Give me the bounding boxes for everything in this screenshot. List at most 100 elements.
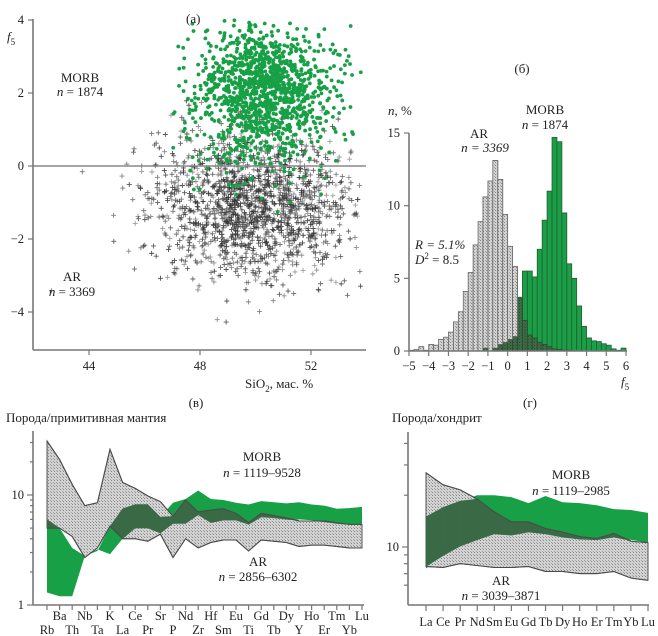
ar-point	[191, 227, 197, 233]
ar-point	[228, 178, 234, 184]
ar-point	[276, 264, 282, 270]
ar-point	[290, 262, 296, 268]
morb-point	[212, 96, 217, 101]
morb-point	[277, 125, 282, 130]
ar-point	[279, 179, 285, 185]
ar-point	[221, 243, 227, 249]
ar-point	[316, 194, 322, 200]
ar-point	[199, 211, 205, 217]
ar-point	[299, 252, 305, 258]
ar-point	[318, 171, 324, 177]
ar-point	[303, 143, 309, 149]
ar-point	[274, 171, 280, 177]
ar-point	[258, 200, 264, 206]
ar-point	[311, 230, 317, 236]
ar-point	[311, 184, 317, 190]
ar-point	[221, 185, 227, 191]
morb-point	[206, 41, 211, 46]
ar-point	[263, 232, 269, 238]
morb-point	[231, 40, 236, 45]
morb-point	[283, 146, 288, 151]
ar-point	[280, 196, 286, 202]
ar-point	[222, 192, 228, 198]
ar-point	[284, 221, 290, 227]
ar-point	[258, 243, 264, 249]
ar-point	[277, 167, 283, 173]
ar-point	[126, 182, 132, 188]
ar-point	[208, 198, 214, 204]
ar-point	[229, 255, 235, 261]
morb-bar	[605, 344, 612, 352]
ar-point	[202, 189, 208, 195]
morb-point	[190, 21, 195, 26]
morb-point	[247, 25, 252, 30]
ar-point	[246, 204, 252, 210]
morb-point	[190, 176, 195, 181]
ar-point	[172, 271, 178, 277]
overlap-bar	[502, 341, 509, 352]
morb-point	[260, 84, 265, 89]
morb-point	[309, 95, 314, 99]
ar-point	[234, 266, 240, 272]
morb-point	[243, 114, 248, 119]
ar-point	[249, 231, 255, 237]
ar-point	[201, 247, 207, 253]
morb-point	[229, 122, 234, 127]
morb-point	[310, 107, 315, 112]
ar-point	[296, 175, 302, 181]
morb-point	[286, 35, 290, 40]
morb-point	[319, 91, 324, 96]
ar-point	[223, 177, 229, 183]
ar-point	[225, 177, 231, 183]
ar-point	[186, 182, 192, 188]
ar-point	[261, 225, 267, 231]
morb-point	[204, 92, 209, 97]
ar-point	[200, 243, 206, 249]
ar-point	[305, 205, 311, 211]
morb-point	[233, 75, 238, 80]
morb-point	[282, 166, 287, 170]
y-tick-label: 0	[18, 159, 24, 173]
ar-point	[181, 262, 187, 268]
morb-point	[276, 63, 281, 68]
ar-point	[285, 251, 291, 257]
ar-point	[164, 188, 170, 194]
morb-n-label: n = 1874	[522, 117, 569, 132]
ar-point	[184, 181, 190, 187]
morb-point	[321, 48, 326, 52]
morb-point	[235, 42, 240, 47]
ar-bar-top	[492, 160, 499, 349]
ar-point	[262, 185, 268, 191]
morb-point	[292, 62, 297, 67]
morb-point	[343, 47, 348, 52]
ar-point	[257, 179, 263, 185]
ar-point	[326, 206, 332, 212]
morb-point	[267, 148, 271, 153]
morb-point	[321, 127, 326, 132]
ar-point	[135, 213, 141, 219]
morb-bar	[581, 325, 587, 352]
ar-point	[197, 128, 203, 134]
morb-point	[200, 53, 205, 58]
ar-point	[142, 242, 148, 248]
morb-point	[211, 77, 216, 82]
morb-point	[289, 77, 294, 82]
morb-point	[259, 196, 264, 201]
morb-point	[269, 30, 274, 34]
morb-point	[216, 119, 221, 124]
ar-point	[273, 240, 279, 246]
y-tick-label: 5	[394, 271, 400, 285]
morb-point	[299, 67, 304, 72]
ar-point	[201, 212, 207, 218]
ar-point	[333, 182, 339, 188]
ar-point	[225, 219, 231, 225]
morb-point	[222, 114, 227, 119]
ar-point	[256, 237, 262, 243]
morb-point	[311, 91, 316, 96]
ar-point	[150, 243, 156, 249]
morb-point	[265, 109, 270, 114]
morb-point	[284, 100, 288, 104]
ar-point	[262, 255, 268, 261]
morb-point	[230, 148, 234, 152]
ar-point	[204, 215, 210, 221]
